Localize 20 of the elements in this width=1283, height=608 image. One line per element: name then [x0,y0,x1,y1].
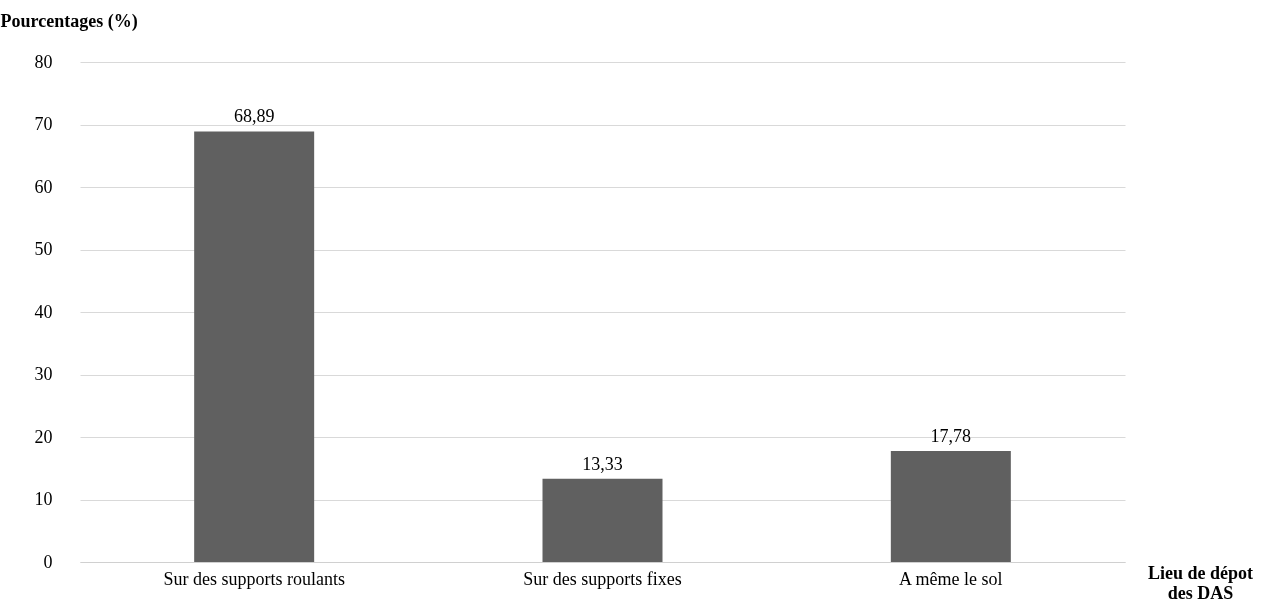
y-tick-label: 30 [34,364,53,384]
data-label: 17,78 [930,425,972,446]
x-tick-label: A même le sol [899,568,1003,589]
y-tick-label: 50 [34,239,53,259]
y-tick-label: 70 [34,114,53,134]
data-label: 68,89 [233,106,275,127]
x-axis-title: Lieu de dépot des DAS [1147,562,1254,603]
y-tick-label: 20 [34,426,53,447]
y-tick-label: 80 [34,51,53,72]
x-tick-label: Sur des supports fixes [523,568,682,589]
bar [890,450,1011,562]
y-axis-title: Pourcentages (%) [0,10,138,32]
bar [542,478,663,562]
data-label: 13,33 [582,453,623,474]
bar [194,131,315,562]
y-tick-label: 10 [34,489,53,509]
y-tick-label: 0 [43,551,53,572]
y-tick-label: 40 [34,301,53,322]
x-tick-label: Sur des supports roulants [163,568,345,589]
y-tick-label: 60 [34,176,53,197]
